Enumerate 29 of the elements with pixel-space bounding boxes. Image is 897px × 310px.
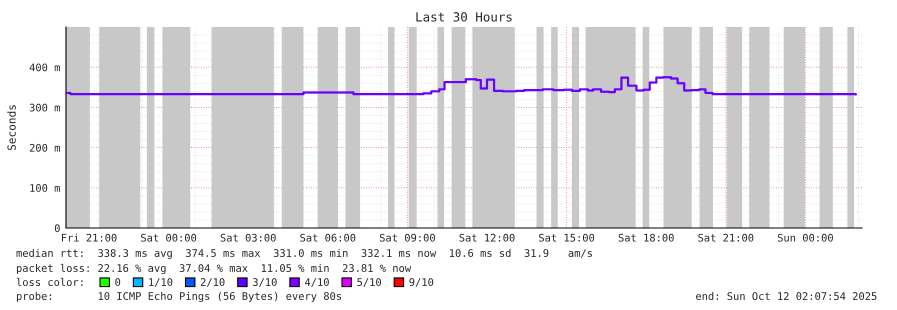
text: median rtt: 338.3 ms avg 374.5 ms max 331.0 ms min 332.1 ms now 10.6 ms sd 31.9 am/s bbox=[16, 248, 592, 260]
text: probe: 10 ICMP Echo Pings (56 Bytes) every 80s bbox=[16, 292, 342, 302]
legend-label: 4/10 bbox=[304, 278, 329, 287]
y-tick-label: 100 m bbox=[30, 184, 60, 192]
y-tick-label: 200 m bbox=[30, 144, 60, 152]
x-tick-label: Sat 15:00 bbox=[539, 234, 594, 242]
x-tick-label: Sat 18:00 bbox=[618, 234, 674, 242]
chart-title: Last 30 Hours bbox=[416, 12, 512, 22]
y-tick-label: 400 m bbox=[30, 63, 60, 72]
x-tick-label: Sat 21:00 bbox=[698, 234, 754, 242]
legend-label: 9/10 bbox=[409, 278, 434, 287]
y-tick-label: 0 bbox=[54, 224, 60, 232]
legend-label: 1/10 bbox=[149, 278, 172, 287]
x-tick-label: Sat 09:00 bbox=[380, 234, 435, 242]
legend-label: 3/10 bbox=[252, 278, 277, 287]
y-tick-label: 300 m bbox=[30, 104, 60, 112]
x-tick-label: Sat 03:00 bbox=[220, 234, 276, 242]
text: packet loss: 22.16 % avg 37.04 % max 11.05 % min 23.81 % now bbox=[16, 264, 412, 274]
legend-label: 0 bbox=[115, 278, 120, 286]
x-tick-label: Sat 12:00 bbox=[459, 234, 515, 242]
y-axis-title: Seconds bbox=[7, 105, 16, 150]
x-tick-label: Sat 06:00 bbox=[300, 234, 356, 242]
x-tick-label: Sat 00:00 bbox=[141, 234, 196, 242]
legend-label: 5/10 bbox=[357, 278, 382, 287]
text: end: Sun Oct 12 02:07:54 2025 bbox=[696, 292, 876, 300]
x-tick-label: Sun 00:00 bbox=[778, 234, 833, 242]
x-tick-label: Fri 21:00 bbox=[62, 234, 117, 242]
legend-label: 2/10 bbox=[200, 278, 225, 287]
legend-title: loss color: bbox=[16, 278, 82, 286]
